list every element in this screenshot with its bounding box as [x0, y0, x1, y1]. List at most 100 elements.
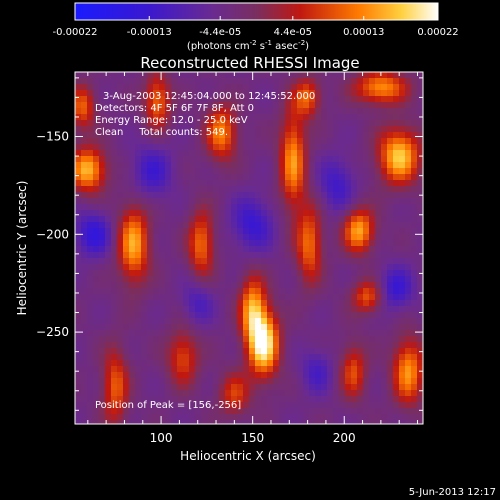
heatmap-cell [123, 318, 130, 325]
heatmap-cell [93, 174, 100, 181]
heatmap-cell [99, 120, 106, 127]
heatmap-cell [183, 330, 190, 337]
heatmap-cell [375, 390, 382, 397]
heatmap-cell [219, 186, 226, 193]
heatmap-cell [153, 342, 160, 349]
heatmap-cell [339, 306, 346, 313]
heatmap-cell [99, 102, 106, 109]
heatmap-cell [243, 90, 250, 97]
heatmap-cell [225, 246, 232, 253]
heatmap-cell [369, 138, 376, 145]
heatmap-cell [93, 384, 100, 391]
heatmap-cell [237, 288, 244, 295]
heatmap-cell [81, 348, 88, 355]
heatmap-cell [93, 78, 100, 85]
heatmap-cell [219, 198, 226, 205]
heatmap-cell [105, 264, 112, 271]
heatmap-cell [393, 120, 400, 127]
heatmap-cell [201, 378, 208, 385]
heatmap-cell [393, 198, 400, 205]
heatmap-cell [117, 120, 124, 127]
annotation-energy: Energy Range: 12.0 - 25.0 keV [95, 115, 248, 126]
heatmap-cell [249, 210, 256, 217]
heatmap-cell [387, 168, 394, 175]
heatmap-cell [303, 294, 310, 301]
heatmap-cell [237, 246, 244, 253]
heatmap-cell [135, 288, 142, 295]
heatmap-cell [123, 126, 130, 133]
heatmap-cell [147, 318, 154, 325]
heatmap-cell [225, 288, 232, 295]
heatmap-cell [177, 264, 184, 271]
heatmap-cell [147, 204, 154, 211]
heatmap-cell [201, 282, 208, 289]
heatmap-cell [195, 114, 202, 121]
heatmap-cell [315, 330, 322, 337]
heatmap-cell [135, 318, 142, 325]
heatmap-cell [171, 78, 178, 85]
heatmap-cell [327, 240, 334, 247]
heatmap-cell [123, 252, 130, 259]
heatmap-cell [249, 138, 256, 145]
heatmap-cell [177, 90, 184, 97]
heatmap-cell [261, 138, 268, 145]
heatmap-cell [393, 414, 400, 421]
heatmap-cell [213, 276, 220, 283]
heatmap-cell [297, 90, 304, 97]
heatmap-cell [177, 420, 184, 424]
heatmap-cell [375, 420, 382, 424]
heatmap-cell [321, 210, 328, 217]
heatmap-cell [81, 78, 88, 85]
heatmap-cell [183, 114, 190, 121]
heatmap-cell [201, 372, 208, 379]
heatmap-cell [291, 360, 298, 367]
heatmap-cell [117, 306, 124, 313]
heatmap-cell [273, 156, 280, 163]
heatmap-cell [201, 276, 208, 283]
heatmap-cell [405, 174, 412, 181]
heatmap-cell [87, 420, 94, 424]
heatmap-cell [381, 384, 388, 391]
heatmap-cell [75, 288, 82, 295]
heatmap-cell [345, 90, 352, 97]
heatmap-cell [147, 102, 154, 109]
heatmap-cell [375, 408, 382, 415]
heatmap-cell [159, 96, 166, 103]
heatmap-cell [405, 150, 412, 157]
heatmap-cell [381, 414, 388, 421]
heatmap-cell [267, 366, 274, 373]
heatmap-cell [279, 420, 286, 424]
heatmap-cell [141, 312, 148, 319]
heatmap-cell [81, 228, 88, 235]
colorbar-tick-label: 0.00022 [417, 27, 458, 38]
heatmap-cell [351, 156, 358, 163]
heatmap-cell [237, 156, 244, 163]
heatmap-cell [363, 240, 370, 247]
heatmap-cell [249, 348, 256, 355]
heatmap-cell [297, 384, 304, 391]
heatmap-cell [153, 282, 160, 289]
heatmap-cell [219, 294, 226, 301]
heatmap-cell [195, 120, 202, 127]
heatmap-cell [189, 84, 196, 91]
heatmap-cell [363, 228, 370, 235]
heatmap-cell [243, 300, 250, 307]
heatmap-cell [297, 192, 304, 199]
heatmap-cell [291, 84, 298, 91]
heatmap-cell [75, 216, 82, 223]
heatmap-cell [117, 408, 124, 415]
heatmap-cell [165, 114, 172, 121]
heatmap-cell [87, 408, 94, 415]
heatmap-cell [321, 378, 328, 385]
heatmap-cell [159, 366, 166, 373]
heatmap-cell [213, 342, 220, 349]
heatmap-cell [411, 144, 418, 151]
heatmap-cell [93, 84, 100, 91]
heatmap-cell [345, 240, 352, 247]
heatmap-cell [231, 282, 238, 289]
heatmap-cell [375, 72, 382, 79]
heatmap-cell [195, 138, 202, 145]
heatmap-cell [369, 408, 376, 415]
heatmap-cell [135, 216, 142, 223]
heatmap-cell [297, 330, 304, 337]
